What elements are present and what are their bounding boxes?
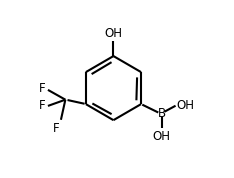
Text: F: F bbox=[39, 99, 46, 112]
Text: OH: OH bbox=[177, 98, 195, 112]
Text: F: F bbox=[39, 82, 46, 96]
Text: F: F bbox=[52, 122, 59, 135]
Text: OH: OH bbox=[104, 27, 122, 40]
Text: B: B bbox=[157, 107, 166, 121]
Text: OH: OH bbox=[153, 130, 171, 143]
